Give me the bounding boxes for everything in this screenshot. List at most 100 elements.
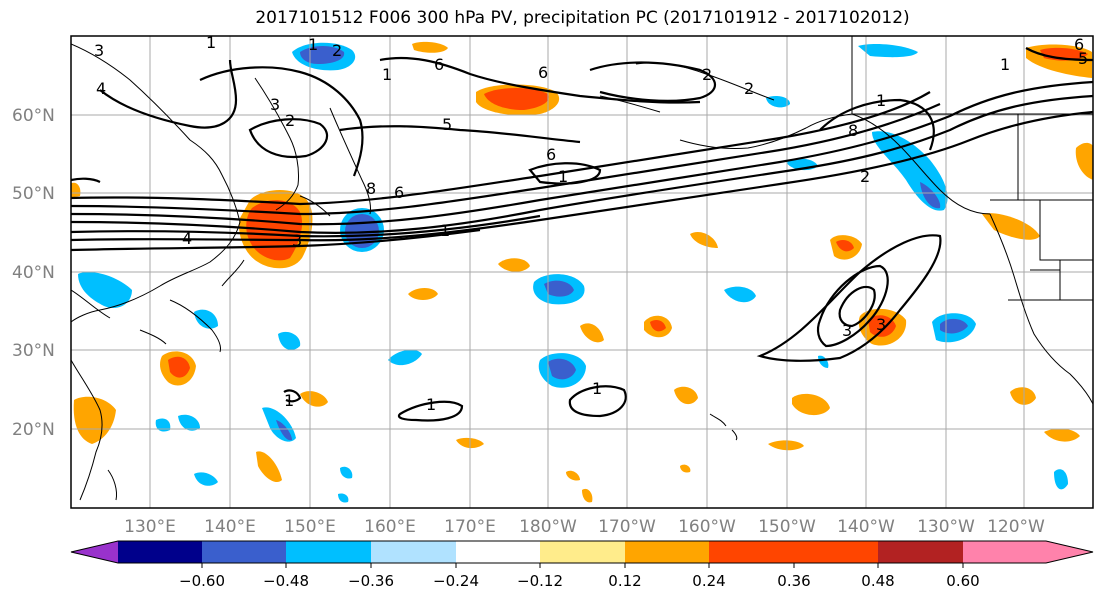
colorbar: −0.60 −0.48 −0.36 −0.24 −0.12 0.12 0.24 …	[70, 540, 1094, 590]
precip-blob	[408, 288, 438, 300]
lon-label: 140°W	[837, 517, 895, 537]
contour-label: 1	[876, 91, 886, 110]
contour-label: 1	[382, 65, 392, 84]
contour-label: 2	[744, 79, 754, 98]
colorbar-label: 0.60	[946, 572, 979, 590]
lat-axis: 60°N 50°N 40°N 30°N 20°N	[12, 106, 55, 440]
colorbar-segment	[118, 541, 202, 563]
precip-blob	[78, 271, 132, 309]
colorbar-label: −0.24	[433, 572, 479, 590]
precip-blob	[498, 258, 530, 272]
contour-label: 1	[1000, 55, 1010, 74]
lon-label: 170°E	[444, 517, 496, 537]
colorbar-label: −0.36	[348, 572, 394, 590]
precip-blob	[256, 451, 282, 483]
contour-label: 1	[284, 391, 294, 410]
colorbar-segment	[456, 541, 540, 563]
colorbar-label: 0.48	[861, 572, 894, 590]
precip-blob	[940, 318, 968, 334]
lat-label: 60°N	[12, 106, 55, 126]
contour-label: 6	[538, 63, 548, 82]
precip-blob	[1010, 387, 1036, 405]
precip-blob	[768, 440, 804, 451]
pv-contours	[71, 47, 1093, 422]
colorbar-label: 0.12	[608, 572, 641, 590]
colorbar-segment	[709, 541, 794, 563]
colorbar-segment	[202, 541, 286, 563]
colorbar-outline	[70, 540, 1094, 564]
contour-label: 1	[592, 379, 602, 398]
precip-blob	[680, 464, 691, 473]
precip-blob	[650, 320, 666, 332]
colorbar-segment	[794, 541, 878, 563]
colorbar-segment	[878, 541, 963, 563]
precip-blob	[674, 386, 698, 405]
precip-blob	[194, 309, 218, 329]
precip-blob	[388, 349, 422, 366]
precip-blob	[580, 323, 604, 343]
contour-label-group: 3 1 2 1 4 3 2 1 6 6 5 2 2 6 1 8 6 4 3 1 …	[94, 33, 1088, 414]
colorbar-label: 0.24	[692, 572, 725, 590]
colorbar-label: −0.12	[517, 572, 563, 590]
contour-label: 5	[1078, 49, 1088, 68]
contour-label: 8	[848, 121, 858, 140]
lon-axis: 130°E 140°E 150°E 160°E 170°E 180°W 170°…	[124, 517, 1045, 537]
lon-label: 120°W	[987, 517, 1045, 537]
lon-label: 150°E	[284, 517, 336, 537]
precip-blob	[300, 46, 345, 64]
precip-blob	[168, 356, 190, 378]
precip-blob	[340, 466, 353, 479]
contour-label: 2	[285, 111, 295, 130]
contour-label: 2	[332, 41, 342, 60]
contour-label: 5	[442, 115, 452, 134]
colorbar-segment	[71, 541, 118, 563]
precip-blob	[278, 331, 301, 350]
lon-label: 140°E	[204, 517, 256, 537]
colorbar-label: −0.48	[263, 572, 309, 590]
precip-blob	[155, 418, 171, 432]
precip-blob	[412, 41, 448, 53]
precip-blob	[858, 44, 918, 58]
precip-blob	[338, 493, 349, 503]
contour-label: 1	[558, 167, 568, 186]
contour-label: 1	[308, 35, 318, 54]
colorbar-segment	[540, 541, 625, 563]
precip-blob	[300, 391, 328, 407]
precip-blob	[1044, 428, 1080, 442]
contour-label: 1	[426, 395, 436, 414]
precip-blob	[276, 420, 292, 441]
precip-blob	[194, 472, 218, 486]
precip-blob	[544, 280, 574, 297]
lon-label: 130°E	[124, 517, 176, 537]
precip-blob	[582, 488, 593, 503]
precip-blob	[178, 414, 200, 431]
lat-label: 50°N	[12, 184, 55, 204]
precip-blob	[566, 470, 580, 481]
map-title: 2017101512 F006 300 hPa PV, precipitatio…	[255, 8, 910, 28]
lat-label: 20°N	[12, 420, 55, 440]
precip-blob	[836, 240, 854, 252]
colorbar-label: −0.60	[179, 572, 225, 590]
precip-blob	[1075, 143, 1093, 180]
contour-label: 3	[270, 95, 280, 114]
lat-label: 30°N	[12, 341, 55, 361]
precip-blob	[71, 182, 81, 198]
lon-label: 130°W	[917, 517, 975, 537]
precip-blob	[724, 286, 756, 303]
map-frame	[70, 35, 1094, 509]
colorbar-segment	[963, 541, 1093, 563]
lon-label: 150°W	[758, 517, 816, 537]
lat-label: 40°N	[12, 263, 55, 283]
colorbar-ticks	[201, 563, 964, 568]
precip-blob	[920, 182, 941, 209]
precip-blob	[484, 88, 549, 110]
contour-label: 4	[96, 79, 106, 98]
contour-label: 6	[546, 145, 556, 164]
contour-label: 6	[434, 55, 444, 74]
contour-label: 2	[860, 167, 870, 186]
contour-label: 4	[182, 229, 192, 248]
contour-label: 6	[394, 183, 404, 202]
contour-label: 3	[292, 231, 302, 250]
contour-label: 1	[206, 33, 216, 52]
